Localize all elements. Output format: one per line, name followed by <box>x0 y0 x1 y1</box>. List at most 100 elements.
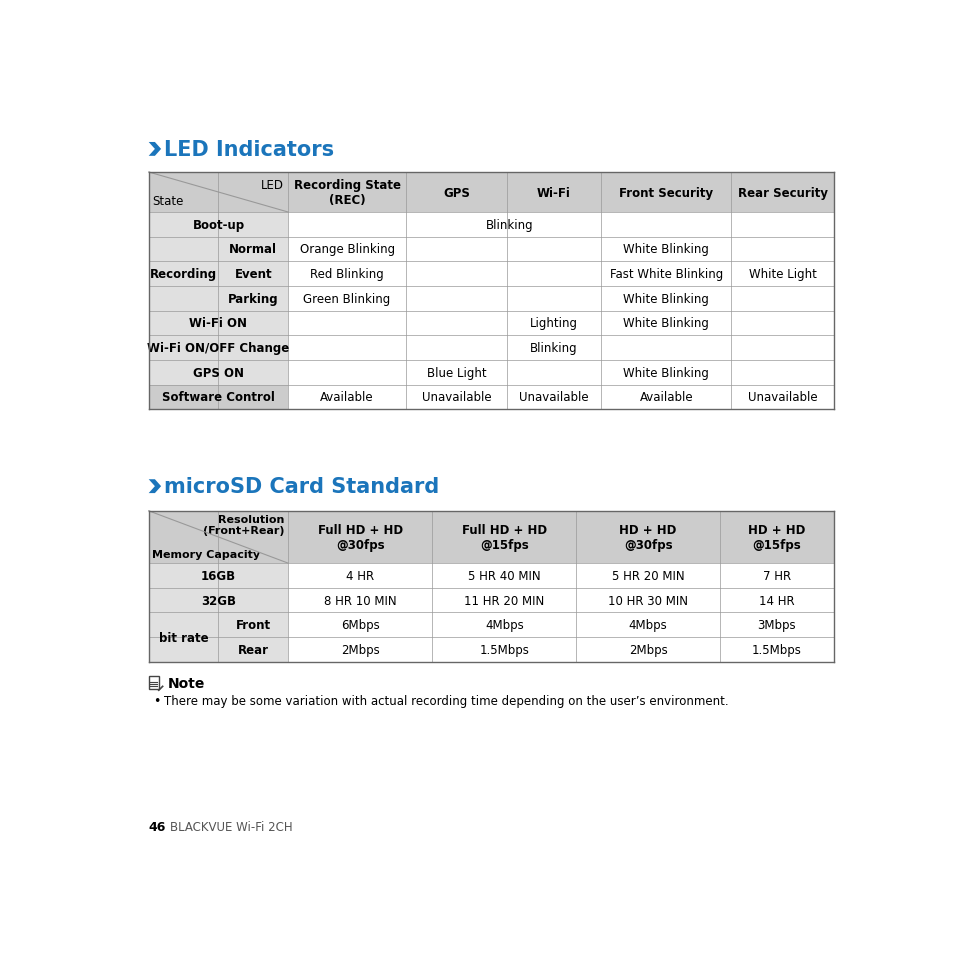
Bar <box>406 385 506 410</box>
Text: 16GB: 16GB <box>201 569 235 582</box>
Text: Rear Security: Rear Security <box>737 187 827 199</box>
Bar <box>218 638 288 662</box>
Bar <box>731 360 833 385</box>
Bar <box>406 360 506 385</box>
Text: Unavailable: Unavailable <box>421 391 491 404</box>
Bar <box>506 385 600 410</box>
Text: Green Blinking: Green Blinking <box>303 293 391 306</box>
Text: 11 HR 20 MIN: 11 HR 20 MIN <box>464 594 544 607</box>
Bar <box>218 262 288 287</box>
Text: 4 HR: 4 HR <box>346 569 374 582</box>
Bar <box>149 213 288 237</box>
Text: Wi-Fi ON/OFF Change: Wi-Fi ON/OFF Change <box>147 342 290 355</box>
Bar <box>149 563 288 588</box>
Bar <box>731 262 833 287</box>
Bar <box>288 638 432 662</box>
Text: Front Security: Front Security <box>618 187 713 199</box>
Text: Normal: Normal <box>229 243 277 256</box>
Bar <box>432 613 576 638</box>
Bar <box>406 237 506 262</box>
Bar <box>506 287 600 312</box>
Text: Boot-up: Boot-up <box>193 218 244 232</box>
Text: LED Indicators: LED Indicators <box>164 140 334 160</box>
Bar <box>288 563 432 588</box>
Text: 1.5Mbps: 1.5Mbps <box>751 643 801 657</box>
Text: Red Blinking: Red Blinking <box>310 268 383 281</box>
Text: White Blinking: White Blinking <box>623 293 709 306</box>
Text: Unavailable: Unavailable <box>747 391 817 404</box>
Text: 6Mbps: 6Mbps <box>340 618 379 632</box>
Bar <box>506 312 600 335</box>
Polygon shape <box>149 479 161 494</box>
Bar <box>288 262 406 287</box>
Bar <box>600 385 731 410</box>
Text: GPS: GPS <box>442 187 469 199</box>
Bar <box>149 237 218 262</box>
Text: Available: Available <box>320 391 374 404</box>
Text: HD + HD
@30fps: HD + HD @30fps <box>618 523 677 552</box>
Bar <box>288 312 406 335</box>
Bar <box>218 613 288 638</box>
Text: Blinking: Blinking <box>485 218 533 232</box>
Text: 5 HR 40 MIN: 5 HR 40 MIN <box>468 569 540 582</box>
Text: Available: Available <box>639 391 693 404</box>
Text: Software Control: Software Control <box>162 391 274 404</box>
Text: Rear: Rear <box>237 643 269 657</box>
Bar <box>149 511 833 563</box>
Bar <box>731 385 833 410</box>
Text: •: • <box>152 694 160 707</box>
Bar <box>506 360 600 385</box>
Text: Full HD + HD
@30fps: Full HD + HD @30fps <box>317 523 402 552</box>
Text: Recording State
(REC): Recording State (REC) <box>294 179 400 207</box>
Text: 1.5Mbps: 1.5Mbps <box>479 643 529 657</box>
Text: GPS ON: GPS ON <box>193 366 244 379</box>
Text: Resolution
(Front+Rear): Resolution (Front+Rear) <box>203 515 284 536</box>
Bar <box>432 563 576 588</box>
Text: 2Mbps: 2Mbps <box>628 643 667 657</box>
Bar <box>600 335 731 360</box>
Text: Lighting: Lighting <box>530 317 578 330</box>
Bar <box>149 360 288 385</box>
Bar <box>218 237 288 262</box>
Text: Orange Blinking: Orange Blinking <box>299 243 395 256</box>
Bar <box>506 237 600 262</box>
Text: 10 HR 30 MIN: 10 HR 30 MIN <box>608 594 687 607</box>
Text: State: State <box>152 195 183 208</box>
Bar <box>149 172 288 213</box>
Bar <box>288 360 406 385</box>
Text: 14 HR: 14 HR <box>759 594 794 607</box>
Text: White Light: White Light <box>748 268 816 281</box>
Bar <box>576 588 720 613</box>
Bar <box>149 588 288 613</box>
Text: Recording: Recording <box>150 268 217 281</box>
Bar <box>720 638 833 662</box>
Text: Parking: Parking <box>228 293 278 306</box>
Bar <box>406 335 506 360</box>
Bar <box>149 511 288 563</box>
Bar <box>576 613 720 638</box>
Bar <box>149 385 288 410</box>
Text: Wi-Fi: Wi-Fi <box>537 187 570 199</box>
Bar <box>288 335 406 360</box>
Text: Note: Note <box>167 677 205 691</box>
Bar <box>731 287 833 312</box>
Bar <box>731 335 833 360</box>
Text: Wi-Fi ON: Wi-Fi ON <box>190 317 247 330</box>
Bar <box>731 213 833 237</box>
Bar <box>432 638 576 662</box>
Text: White Blinking: White Blinking <box>623 243 709 256</box>
Bar <box>149 613 218 638</box>
Text: bit rate: bit rate <box>158 631 208 644</box>
Bar <box>288 588 432 613</box>
Text: Blue Light: Blue Light <box>426 366 486 379</box>
Bar <box>576 563 720 588</box>
Text: 4Mbps: 4Mbps <box>484 618 523 632</box>
Bar <box>288 237 406 262</box>
Bar <box>406 262 506 287</box>
Text: microSD Card Standard: microSD Card Standard <box>164 476 439 497</box>
Text: Event: Event <box>234 268 272 281</box>
Text: Front: Front <box>235 618 271 632</box>
Bar <box>149 312 288 335</box>
Text: 3Mbps: 3Mbps <box>757 618 796 632</box>
Bar <box>600 287 731 312</box>
